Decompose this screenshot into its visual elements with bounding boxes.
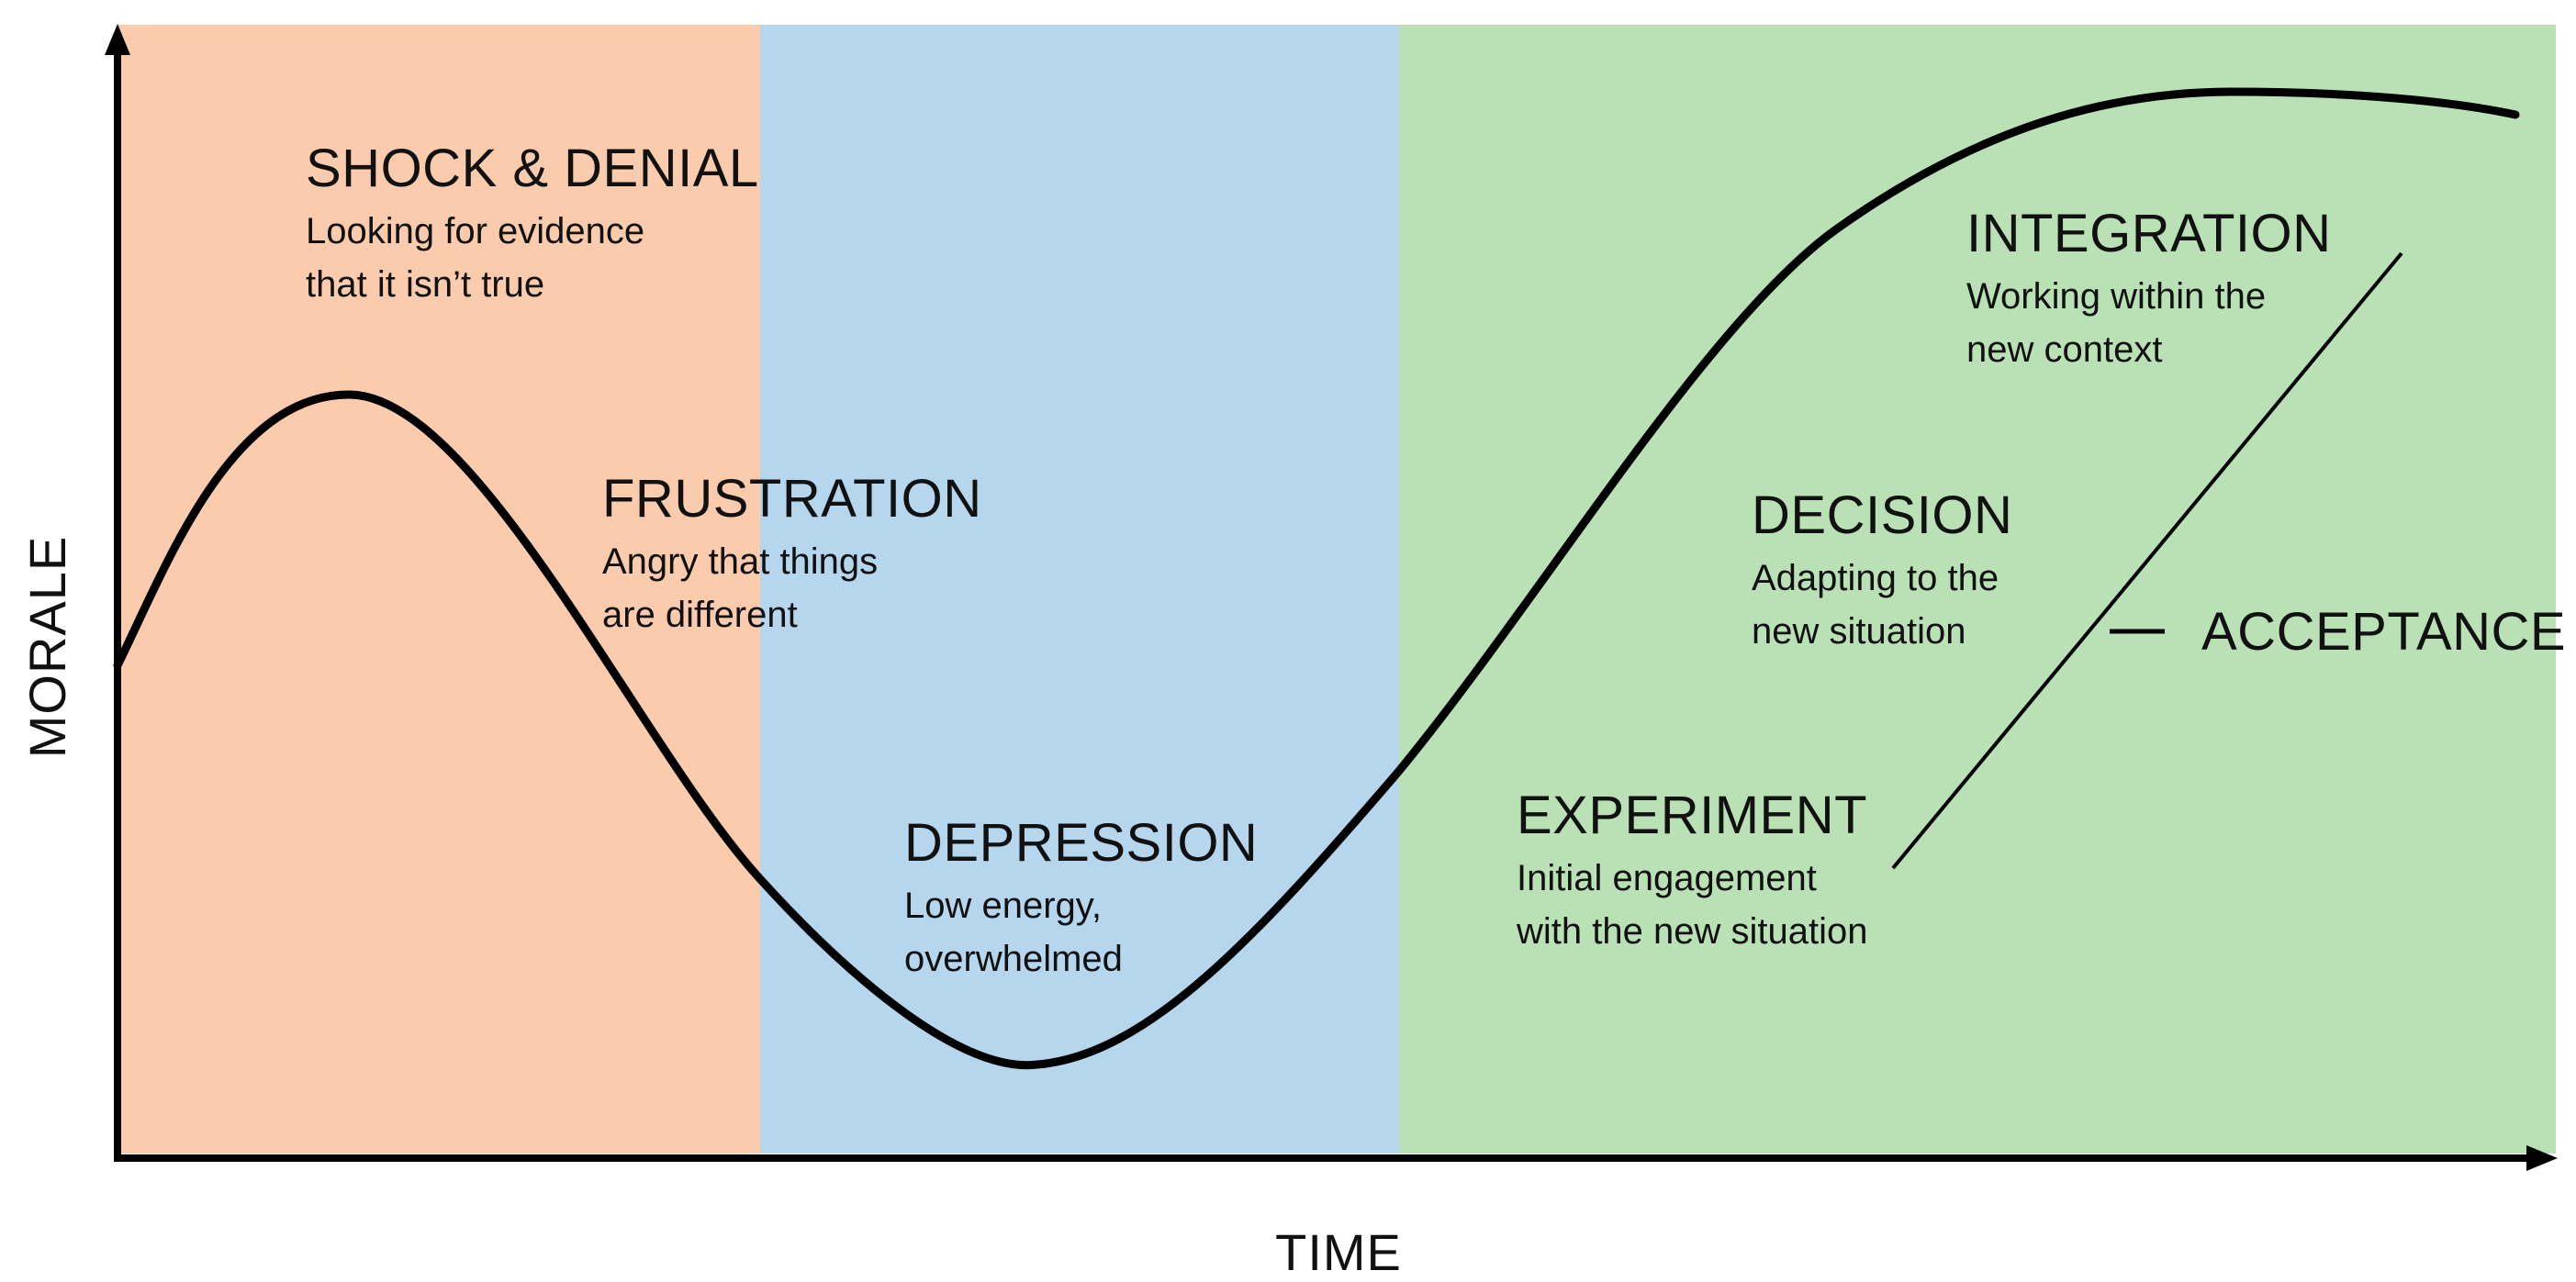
stage-desc-line: Adapting to the — [1752, 558, 1999, 598]
stage-desc-line: new situation — [1752, 611, 1966, 652]
shock-denial-zone — [118, 25, 760, 1154]
stage-experiment: EXPERIMENT Initial engagement with the n… — [1517, 789, 1867, 958]
stage-desc-line: with the new situation — [1517, 911, 1868, 952]
stage-frustration: FRUSTRATION Angry that things are differ… — [602, 473, 982, 641]
stage-decision: DECISION Adapting to the new situation — [1752, 489, 2012, 658]
x-axis-arrow — [2526, 1145, 2558, 1171]
acceptance-label: ACCEPTANCE — [2201, 602, 2567, 662]
stage-desc-line: Initial engagement — [1517, 858, 1817, 898]
y-axis-arrow — [105, 24, 130, 55]
stage-desc-line: Looking for evidence — [306, 211, 645, 251]
stage-title: FRUSTRATION — [602, 469, 982, 529]
stage-desc-line: Angry that things — [602, 541, 879, 582]
stage-title: INTEGRATION — [1966, 204, 2332, 263]
stage-title: DEPRESSION — [904, 813, 1259, 873]
stage-integration: INTEGRATION Working within the new conte… — [1966, 207, 2332, 376]
stage-shock-denial: SHOCK & DENIAL Looking for evidence that… — [306, 142, 759, 311]
y-axis-label: MORALE — [18, 535, 76, 759]
stage-desc-line: overwhelmed — [904, 939, 1123, 979]
stage-desc-line: Low energy, — [904, 886, 1102, 926]
stage-desc-line: are different — [602, 595, 798, 635]
stage-title: EXPERIMENT — [1517, 786, 1868, 845]
depression-zone — [760, 25, 1399, 1154]
stage-desc-line: that it isn’t true — [306, 264, 545, 305]
acceptance-zone — [1399, 25, 2556, 1154]
morale-curve — [113, 87, 2520, 1070]
stage-depression: DEPRESSION Low energy, overwhelmed — [904, 817, 1258, 986]
stage-desc-line: new context — [1966, 329, 2163, 370]
x-axis-label: TIME — [1275, 1223, 1402, 1281]
acceptance-bracket-line — [1891, 251, 2403, 870]
stage-title: SHOCK & DENIAL — [306, 139, 759, 198]
stage-title: DECISION — [1752, 485, 2013, 545]
stage-desc-line: Working within the — [1966, 276, 2267, 317]
